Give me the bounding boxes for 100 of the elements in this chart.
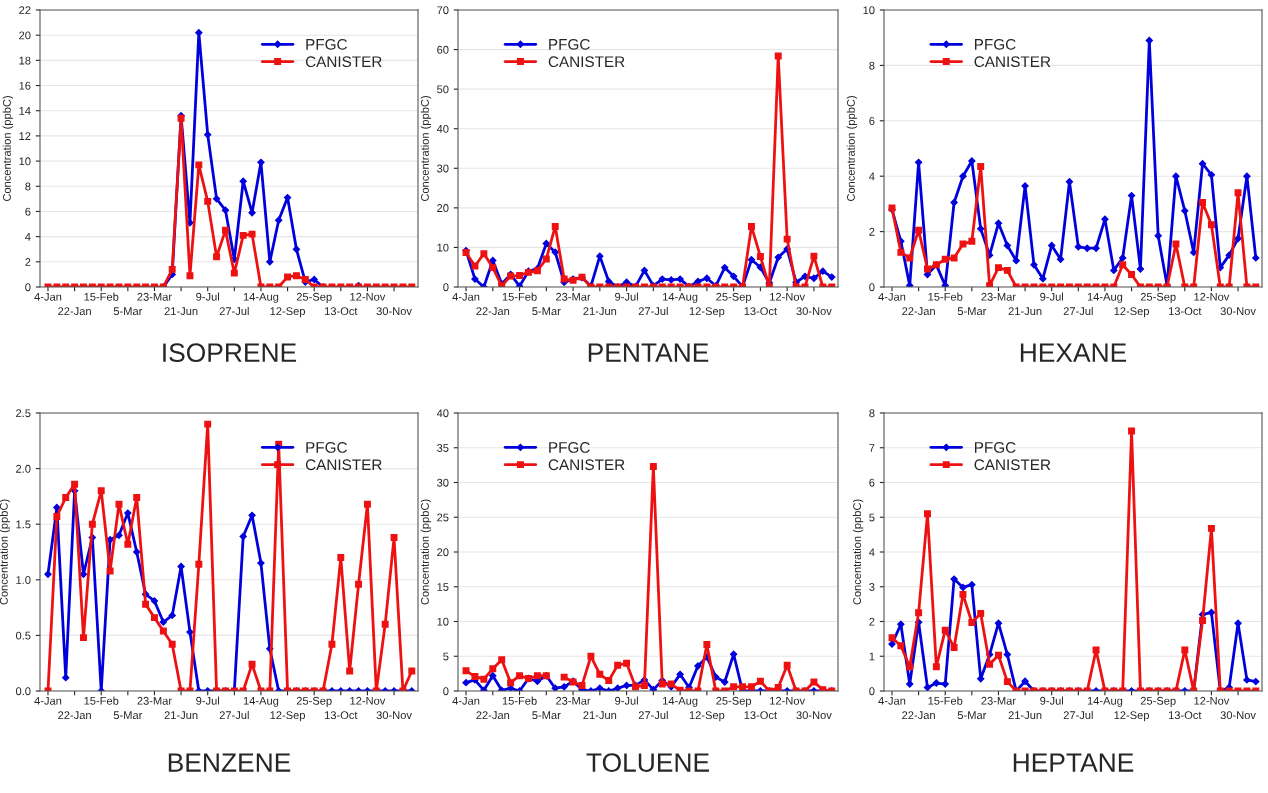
y-tick-label: 50 xyxy=(437,85,449,94)
x-tick-label: 27-Jul xyxy=(219,306,249,316)
y-tick-label: 16 xyxy=(19,81,31,90)
y-tick-label: 10 xyxy=(437,617,449,626)
x-tick-label: 13-Oct xyxy=(324,307,358,316)
x-tick-label: 23-Mar xyxy=(137,292,172,301)
x-tick-label: 22-Jan xyxy=(58,307,91,316)
y-tick-label: 12 xyxy=(19,132,31,140)
x-tick-label: 21-Jun xyxy=(1008,307,1042,316)
y-tick-label: 20 xyxy=(19,31,31,40)
x-tick-label: 27-Jul xyxy=(219,710,249,720)
x-tick-label: 4-Jan xyxy=(878,292,906,301)
x-tick-label: 25-Sep xyxy=(1140,696,1176,707)
y-tick-label: 70 xyxy=(437,6,449,15)
y-tick-label: 40 xyxy=(436,124,449,133)
y-axis-title: Concentration (ppbC) xyxy=(852,499,864,605)
x-tick-label: 22-Jan xyxy=(476,711,510,720)
x-tick-label: 13-Oct xyxy=(324,711,358,720)
x-tick-label: 23-Mar xyxy=(981,292,1016,301)
y-tick-label: 60 xyxy=(437,45,449,54)
x-tick-label: 15-Feb xyxy=(928,696,963,705)
legend-label: PFGC xyxy=(306,442,347,453)
y-tick-label: 0.5 xyxy=(15,631,31,640)
y-tick-label: 4 xyxy=(25,233,31,241)
y-tick-label: 7 xyxy=(869,444,875,452)
x-tick-label: 4-Jan xyxy=(34,696,62,705)
y-tick-label: 22 xyxy=(19,6,31,15)
x-tick-label: 5-Mar xyxy=(957,711,987,720)
x-tick-label: 12-Nov xyxy=(350,696,386,705)
x-tick-label: 15-Feb xyxy=(502,696,537,705)
text: BENZENE xyxy=(168,753,291,772)
x-tick-label: 9-Jul xyxy=(1040,292,1063,301)
x-tick-label: 27-Jul xyxy=(638,306,668,316)
legend-label: CANISTER xyxy=(548,56,625,68)
x-tick-label: 12-Nov xyxy=(1194,292,1230,301)
x-tick-label: 13-Oct xyxy=(1168,711,1202,720)
y-tick-label: 30 xyxy=(437,164,449,173)
x-tick-label: 9-Jul xyxy=(615,292,638,301)
x-tick-label: 21-Jun xyxy=(164,711,198,720)
y-tick-label: 6 xyxy=(869,117,875,125)
x-tick-label: 4-Jan xyxy=(452,696,480,705)
x-tick-label: 12-Nov xyxy=(1194,696,1230,705)
x-tick-label: 12-Sep xyxy=(689,307,725,318)
legend-label: CANISTER xyxy=(548,459,625,471)
y-tick-label: 15 xyxy=(437,583,449,591)
x-tick-label: 25-Sep xyxy=(1140,292,1176,303)
y-tick-label: 2 xyxy=(869,227,875,236)
x-tick-label: 25-Sep xyxy=(296,696,332,707)
y-tick-label: 6 xyxy=(25,207,31,216)
x-tick-label: 15-Feb xyxy=(84,292,119,301)
x-tick-label: 25-Sep xyxy=(296,292,332,303)
y-tick-label: 40 xyxy=(436,409,449,418)
x-tick-label: 23-Mar xyxy=(981,696,1016,705)
x-tick-label: 4-Jan xyxy=(878,696,906,705)
x-tick-label: 22-Jan xyxy=(902,307,935,316)
x-tick-label: 9-Jul xyxy=(196,292,219,301)
text: HEXANE xyxy=(1020,343,1127,362)
y-tick-label: 10 xyxy=(19,157,31,166)
y-axis-title: Concentration (ppbC) xyxy=(846,96,858,202)
y-tick-label: 0 xyxy=(25,283,31,292)
y-tick-label: 8 xyxy=(869,409,875,418)
x-tick-label: 14-Aug xyxy=(663,292,698,303)
legend-label: PFGC xyxy=(975,442,1016,453)
x-tick-label: 30-Nov xyxy=(1220,307,1256,316)
y-tick-label: 4 xyxy=(869,548,875,557)
x-tick-label: 21-Jun xyxy=(583,711,617,720)
x-tick-label: 30-Nov xyxy=(796,307,832,316)
y-tick-label: 20 xyxy=(437,204,449,212)
y-tick-label: 35 xyxy=(437,444,449,452)
x-tick-label: 9-Jul xyxy=(196,696,219,705)
x-tick-label: 12-Nov xyxy=(350,292,386,301)
y-tick-label: 0 xyxy=(443,687,449,696)
y-tick-label: 2.5 xyxy=(16,409,31,418)
y-tick-label: 18 xyxy=(19,56,31,65)
x-tick-label: 12-Sep xyxy=(270,711,306,722)
x-tick-label: 25-Sep xyxy=(716,696,752,707)
text: HEPTANE xyxy=(1013,753,1134,772)
x-tick-label: 12-Nov xyxy=(770,292,806,301)
x-tick-label: 13-Oct xyxy=(1168,307,1202,316)
x-tick-label: 12-Sep xyxy=(270,307,306,318)
y-tick-label: 4 xyxy=(869,172,875,181)
x-tick-label: 22-Jan xyxy=(476,307,510,316)
y-tick-label: 2 xyxy=(25,258,31,266)
x-tick-label: 27-Jul xyxy=(638,710,668,720)
y-tick-label: 1.5 xyxy=(16,520,31,529)
y-tick-label: 10 xyxy=(863,6,875,15)
y-tick-label: 8 xyxy=(25,182,31,191)
x-tick-label: 4-Jan xyxy=(34,292,62,301)
x-tick-label: 22-Jan xyxy=(58,711,91,720)
x-tick-label: 9-Jul xyxy=(615,696,638,705)
x-tick-label: 14-Aug xyxy=(1087,696,1123,707)
y-tick-label: 1 xyxy=(869,652,875,661)
y-tick-label: 5 xyxy=(869,513,875,522)
y-tick-label: 0 xyxy=(869,687,875,696)
x-tick-label: 27-Jul xyxy=(1063,306,1093,316)
x-tick-label: 21-Jun xyxy=(164,307,198,316)
y-tick-label: 14 xyxy=(19,107,31,115)
y-tick-label: 2.0 xyxy=(16,464,31,473)
y-tick-label: 25 xyxy=(437,513,449,522)
legend-label: PFGC xyxy=(306,38,347,50)
